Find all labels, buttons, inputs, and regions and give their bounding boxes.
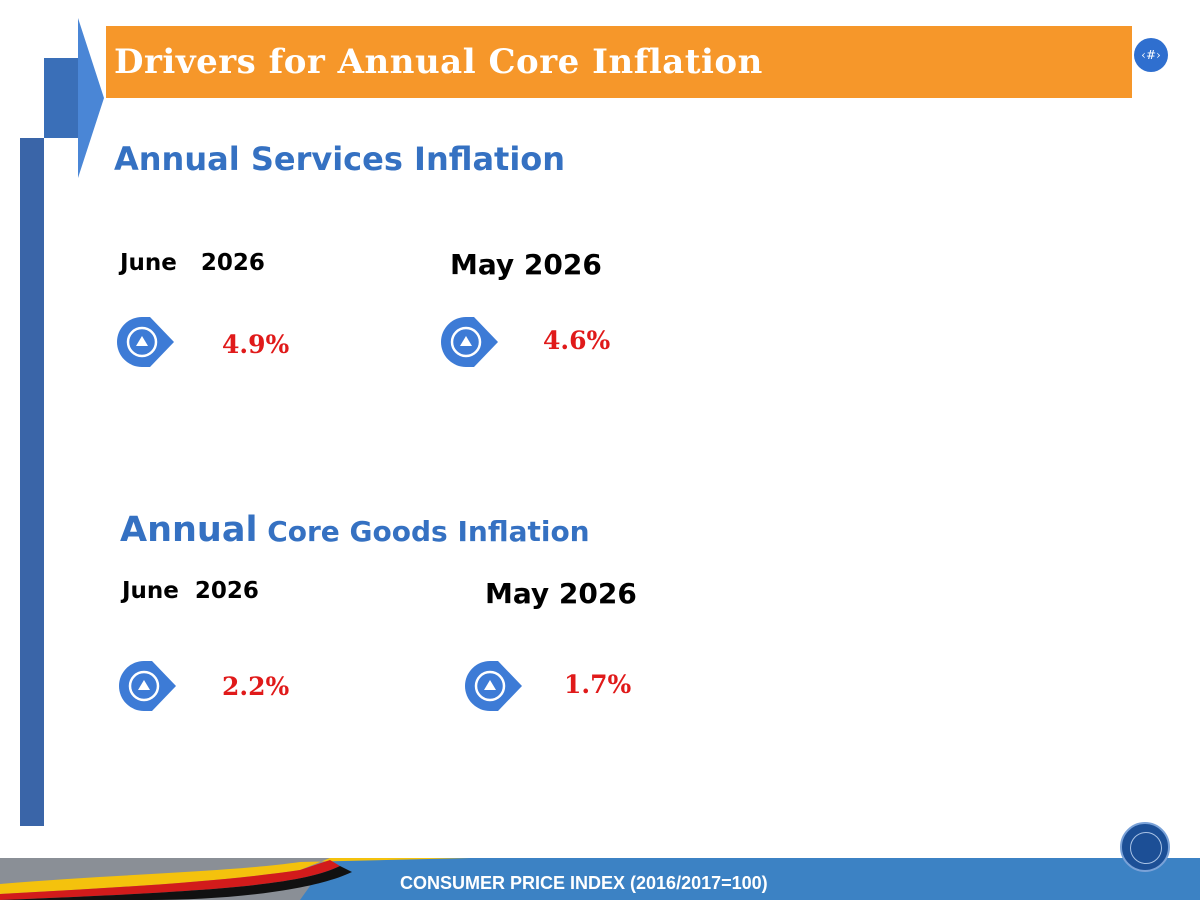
goods-heading-small: Core Goods Inflation — [257, 515, 590, 548]
page-number-badge: ‹#› — [1134, 38, 1168, 72]
goods-current-value: 2.2% — [222, 672, 290, 701]
title-banner: Drivers for Annual Core Inflation — [106, 26, 1132, 98]
services-previous-period: May 2026 — [450, 248, 602, 281]
slide-title: Drivers for Annual Core Inflation — [114, 42, 763, 82]
logo-seal — [1120, 822, 1170, 872]
goods-heading: Annual Core Goods Inflation — [120, 510, 590, 550]
goods-heading-big: Annual — [120, 510, 258, 550]
up-arrow-icon — [117, 317, 174, 367]
footer-title: CONSUMER PRICE INDEX (2016/2017=100) — [400, 873, 768, 893]
services-current-value: 4.9% — [222, 330, 290, 359]
goods-previous-period: May 2026 — [485, 577, 637, 610]
left-arrow-decoration — [44, 18, 104, 178]
services-heading: Annual Services Inflation — [114, 140, 566, 178]
up-arrow-icon — [465, 661, 522, 711]
goods-current-period: June 2026 — [122, 578, 259, 604]
up-arrow-icon — [119, 661, 176, 711]
up-arrow-icon — [441, 317, 498, 367]
services-current-period: June 2026 — [120, 250, 265, 276]
goods-previous-value: 1.7% — [564, 670, 632, 699]
left-vertical-bar — [20, 138, 44, 826]
flag-ribbon-decoration — [0, 858, 470, 900]
services-previous-value: 4.6% — [543, 326, 611, 355]
